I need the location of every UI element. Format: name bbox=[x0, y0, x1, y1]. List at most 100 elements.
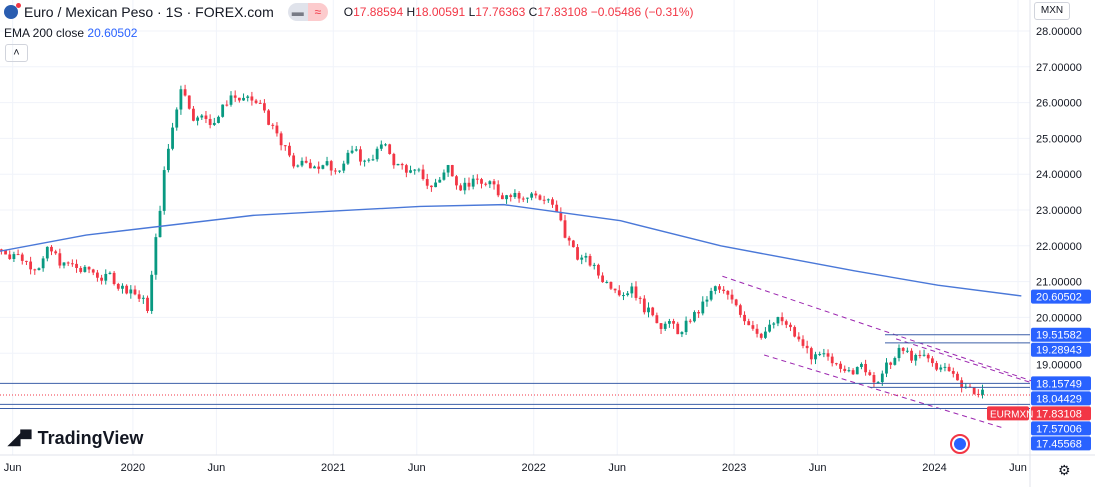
candle bbox=[388, 144, 392, 154]
candle bbox=[20, 254, 24, 261]
candle bbox=[100, 277, 103, 281]
candle bbox=[417, 169, 421, 171]
candle bbox=[392, 153, 396, 166]
candle bbox=[818, 354, 822, 356]
candle bbox=[237, 97, 241, 101]
candle bbox=[680, 332, 684, 335]
price-tick-label: 19.00000 bbox=[1036, 360, 1082, 372]
candle bbox=[25, 260, 28, 262]
candle bbox=[116, 283, 120, 289]
candle bbox=[609, 281, 613, 289]
candle bbox=[325, 161, 329, 166]
price-tick-label: 21.00000 bbox=[1036, 277, 1082, 289]
candle bbox=[563, 220, 567, 238]
candle bbox=[467, 182, 471, 187]
candle bbox=[747, 321, 751, 326]
candle bbox=[718, 286, 721, 290]
candle bbox=[354, 149, 358, 151]
candle bbox=[693, 312, 696, 322]
candle bbox=[705, 299, 709, 302]
candle bbox=[29, 261, 33, 270]
candle bbox=[162, 170, 166, 211]
candle bbox=[346, 152, 350, 164]
candle bbox=[655, 315, 659, 324]
candle bbox=[258, 102, 262, 104]
candle bbox=[413, 169, 417, 171]
ohlc-values: O17.88594 H18.00591 L17.76363 C17.83108 … bbox=[343, 5, 694, 19]
candle bbox=[864, 363, 868, 373]
candle bbox=[956, 373, 959, 381]
candle bbox=[709, 290, 713, 300]
candle bbox=[313, 166, 316, 169]
candle bbox=[630, 286, 634, 294]
tradingview-logo: ◢▀ TradingView bbox=[8, 428, 144, 448]
time-tick-label: 2024 bbox=[922, 462, 946, 474]
candle bbox=[8, 254, 12, 259]
candle bbox=[780, 317, 784, 322]
candle bbox=[797, 336, 801, 340]
symbol-label: EURMXN bbox=[990, 409, 1033, 420]
currency-button[interactable]: MXN bbox=[1034, 2, 1070, 20]
candle bbox=[647, 307, 650, 313]
market-status[interactable]: ▬ ≈ bbox=[287, 3, 328, 21]
candle bbox=[133, 289, 137, 295]
candle bbox=[638, 297, 642, 299]
candle bbox=[526, 197, 529, 199]
candle bbox=[158, 210, 162, 238]
candle bbox=[801, 339, 805, 346]
candle bbox=[960, 380, 964, 388]
candle bbox=[617, 290, 621, 296]
candle bbox=[667, 321, 671, 324]
candle bbox=[597, 264, 600, 276]
time-tick-label: Jun bbox=[408, 462, 426, 474]
settings-icon[interactable]: ⚙ bbox=[1058, 462, 1071, 478]
candle bbox=[530, 193, 534, 198]
candle bbox=[471, 178, 475, 187]
candle bbox=[976, 393, 980, 395]
candle bbox=[263, 103, 266, 111]
candle bbox=[776, 317, 780, 324]
time-tick-label: 2020 bbox=[121, 462, 145, 474]
delay-icon: ≈ bbox=[307, 3, 328, 21]
candle bbox=[659, 323, 663, 329]
candle bbox=[935, 363, 938, 370]
candle bbox=[279, 133, 283, 146]
candle bbox=[651, 307, 655, 316]
candle bbox=[517, 192, 521, 199]
candle bbox=[41, 258, 45, 269]
candle bbox=[442, 172, 446, 180]
candle bbox=[492, 181, 496, 185]
candle bbox=[150, 274, 154, 311]
line-price-label-bg bbox=[1031, 421, 1091, 436]
candle bbox=[634, 286, 638, 298]
candle bbox=[283, 145, 287, 147]
candle bbox=[246, 96, 250, 98]
candle bbox=[288, 145, 291, 156]
candle bbox=[488, 181, 492, 185]
candle bbox=[951, 371, 955, 374]
price-tick-label: 28.00000 bbox=[1036, 26, 1082, 38]
candle bbox=[872, 375, 876, 383]
symbol-header: Euro / Mexican Peso · 1S · FOREX.com ▬ ≈ … bbox=[4, 3, 694, 21]
candle bbox=[141, 297, 145, 299]
candle bbox=[738, 305, 742, 315]
symbol-title[interactable]: Euro / Mexican Peso · 1S · FOREX.com bbox=[24, 4, 274, 20]
candle bbox=[931, 358, 934, 364]
candle bbox=[538, 195, 542, 200]
candle bbox=[455, 176, 458, 186]
candle bbox=[613, 288, 617, 291]
collapse-legend-button[interactable]: ˄ bbox=[5, 44, 28, 62]
candle bbox=[371, 159, 375, 161]
candle bbox=[342, 163, 346, 171]
candle bbox=[588, 255, 592, 266]
candle bbox=[743, 314, 746, 322]
candle bbox=[254, 100, 258, 103]
candle bbox=[546, 199, 550, 201]
candle bbox=[559, 211, 563, 221]
candle bbox=[83, 266, 87, 272]
ema-legend[interactable]: EMA 200 close 20.60502 bbox=[4, 26, 138, 40]
candle bbox=[601, 275, 604, 283]
candle bbox=[154, 237, 158, 275]
candle bbox=[893, 358, 897, 365]
